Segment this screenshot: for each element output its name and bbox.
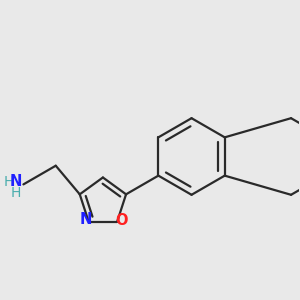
- Text: O: O: [115, 213, 128, 228]
- Text: H: H: [11, 187, 22, 200]
- Text: N: N: [80, 212, 92, 227]
- Text: N: N: [10, 174, 22, 189]
- Text: H: H: [4, 175, 14, 189]
